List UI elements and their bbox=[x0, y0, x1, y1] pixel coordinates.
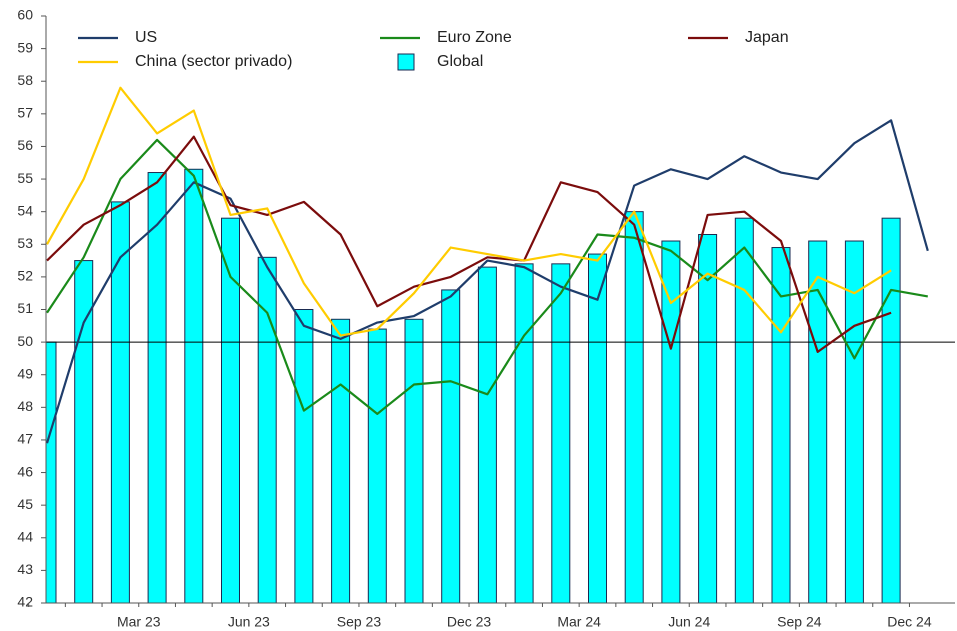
y-tick-label: 54 bbox=[17, 202, 33, 218]
bar bbox=[698, 233, 718, 604]
line bbox=[46, 138, 928, 415]
legend-label: Euro Zone bbox=[437, 29, 512, 46]
legend-label: Japan bbox=[745, 29, 789, 46]
legend-label: US bbox=[135, 29, 157, 46]
y-tick-label: 60 bbox=[17, 7, 33, 23]
y-tick-label: 57 bbox=[17, 105, 33, 121]
bar bbox=[441, 289, 461, 604]
x-tick-label: Dec 24 bbox=[887, 614, 932, 630]
bar bbox=[808, 240, 828, 604]
x-tick-label: Mar 24 bbox=[557, 614, 601, 630]
bar bbox=[331, 318, 351, 604]
y-tick-label: 47 bbox=[17, 431, 33, 447]
x-tick-label: Dec 23 bbox=[447, 614, 492, 630]
bar bbox=[734, 217, 754, 604]
y-tick-label: 46 bbox=[17, 463, 33, 479]
legend-swatch bbox=[397, 53, 415, 71]
bar bbox=[588, 253, 607, 604]
x-tick-label: Jun 24 bbox=[668, 614, 710, 630]
y-tick-label: 49 bbox=[17, 365, 33, 381]
y-tick-label: 48 bbox=[17, 398, 33, 414]
bar bbox=[294, 309, 314, 604]
legend-label: China (sector privado) bbox=[135, 53, 292, 70]
y-tick-label: 45 bbox=[17, 496, 33, 512]
x-tick-label: Sep 23 bbox=[337, 614, 382, 630]
bar bbox=[771, 247, 791, 604]
bar bbox=[551, 263, 571, 604]
x-tick-label: Sep 24 bbox=[777, 614, 822, 630]
y-tick-label: 44 bbox=[17, 528, 33, 544]
y-tick-label: 52 bbox=[17, 268, 33, 284]
y-tick-label: 56 bbox=[17, 137, 33, 153]
bar bbox=[110, 201, 130, 604]
bar bbox=[624, 211, 644, 604]
legend-label: Global bbox=[437, 53, 483, 70]
x-tick-label: Mar 23 bbox=[117, 614, 161, 630]
legend: US Euro Zone Japan China (sector privado) Gl… bbox=[78, 29, 789, 71]
bar bbox=[881, 217, 901, 604]
line bbox=[46, 86, 892, 337]
bar bbox=[477, 266, 497, 604]
bar bbox=[46, 341, 57, 604]
y-tick-label: 59 bbox=[17, 39, 33, 55]
bar bbox=[147, 172, 167, 604]
bar bbox=[257, 256, 277, 604]
y-tick-label: 42 bbox=[17, 594, 33, 610]
bar bbox=[404, 318, 424, 604]
y-tick-label: 50 bbox=[17, 333, 33, 349]
plot-area bbox=[46, 86, 955, 604]
y-tick-label: 43 bbox=[17, 561, 33, 577]
bar bbox=[184, 168, 204, 604]
y-tick-label: 58 bbox=[17, 72, 33, 88]
bar bbox=[367, 328, 387, 604]
y-tick-label: 53 bbox=[17, 235, 33, 251]
x-tick-label: Jun 23 bbox=[228, 614, 270, 630]
bar bbox=[514, 263, 534, 604]
y-tick-label: 55 bbox=[17, 170, 33, 186]
line bbox=[46, 135, 892, 353]
bar bbox=[844, 240, 864, 604]
bar bbox=[661, 240, 681, 604]
line bbox=[46, 119, 929, 444]
y-tick-label: 51 bbox=[17, 300, 33, 316]
